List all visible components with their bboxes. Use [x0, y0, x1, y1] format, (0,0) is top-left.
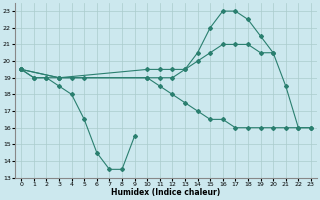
X-axis label: Humidex (Indice chaleur): Humidex (Indice chaleur): [111, 188, 221, 197]
